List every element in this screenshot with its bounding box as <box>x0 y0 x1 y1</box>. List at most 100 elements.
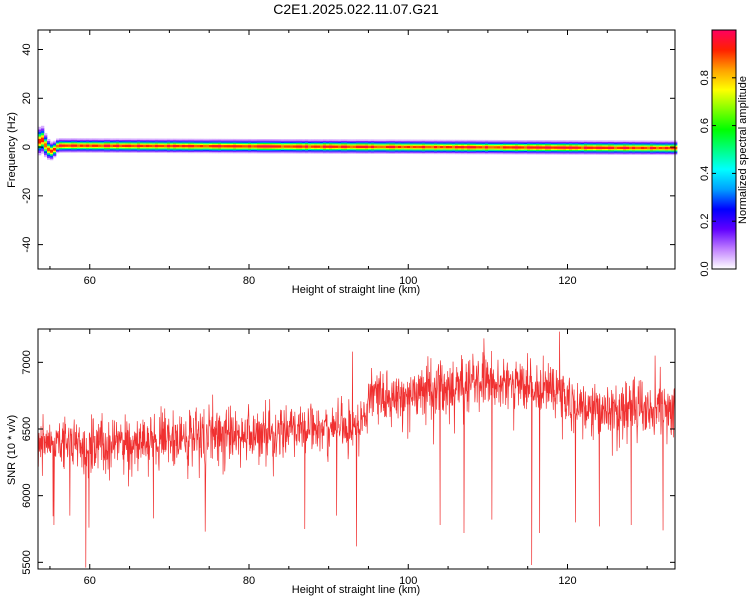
spectrogram-cell <box>65 138 69 140</box>
spectrogram-cell <box>182 138 186 141</box>
spectrogram-cell <box>125 143 129 145</box>
spectrogram-cell <box>161 144 165 147</box>
spectrogram-cell <box>548 140 552 142</box>
spectrogram-cell <box>659 151 663 153</box>
spectrogram-cell <box>518 141 522 143</box>
spectrogram-cell <box>596 147 600 149</box>
spectrogram-cell <box>266 148 270 150</box>
spectrogram-cell <box>593 141 597 144</box>
spectrogram-cell <box>113 138 117 140</box>
spectrogram-cell <box>665 150 669 152</box>
spectrogram-cell <box>326 139 330 141</box>
spectrogram-cell <box>416 139 420 142</box>
spectrogram-cell <box>536 151 540 154</box>
spectrogram-cell <box>65 144 69 146</box>
spectrogram-cell <box>365 152 369 154</box>
spectrogram-cell <box>392 145 396 147</box>
spectrogram-cell <box>482 151 486 154</box>
spectrogram-cell <box>173 142 177 144</box>
spectrogram-cell <box>341 142 345 145</box>
spectrogram-cell <box>422 147 426 150</box>
spectrogram-cell <box>632 153 636 155</box>
spectrogram-cell <box>131 149 135 151</box>
spectrogram-cell <box>401 141 405 144</box>
spectrogram-cell <box>239 142 243 144</box>
spectrogram-cell <box>224 149 228 151</box>
spectrogram-cell <box>560 151 564 154</box>
spectrogram-cell <box>623 140 627 143</box>
spectrogram-cell <box>80 148 84 151</box>
spectrogram-cell <box>284 144 288 147</box>
spectrogram-cell <box>59 139 63 141</box>
spectrogram-cell <box>662 142 666 145</box>
spectrogram-cell <box>74 142 78 145</box>
spectrogram-cell <box>260 147 264 149</box>
spectrogram-cell <box>239 151 243 154</box>
spectrogram-cell <box>626 145 630 147</box>
spectrogram-cell <box>341 152 345 154</box>
spectrogram-cell <box>656 153 660 156</box>
spectrogram-cell <box>239 138 243 141</box>
spectrogram-cell <box>446 146 450 149</box>
spectrogram-cell <box>65 151 69 153</box>
spectrogram-cell <box>230 144 234 147</box>
spectrogram-cell <box>629 152 633 154</box>
spectrogram-cell <box>641 147 645 150</box>
spectrogram-cell <box>563 151 567 154</box>
spectrogram-cell <box>479 144 483 147</box>
spectrogram-cell <box>509 143 513 146</box>
spectrogram-cell <box>356 149 360 152</box>
spectrogram-cell <box>299 143 303 146</box>
spectrogram-cell <box>137 144 141 146</box>
spectrogram-cell <box>491 148 495 150</box>
spectrogram-cell <box>188 145 192 148</box>
spectrogram-cell <box>653 144 657 146</box>
spectrogram-cell <box>305 146 309 148</box>
spectrogram-cell <box>413 152 417 155</box>
spectrogram-cell <box>389 144 393 146</box>
spectrogram-cell <box>263 144 267 147</box>
spectrogram-cell <box>512 145 516 148</box>
spectrogram-cell <box>65 149 69 152</box>
spectrogram-cell <box>161 140 165 143</box>
spectrogram-cell <box>89 146 93 149</box>
spectrogram-cell <box>74 148 78 151</box>
spectrogram-cell <box>149 138 153 141</box>
spectrogram-cell <box>212 144 216 147</box>
spectrogram-cell <box>278 150 282 153</box>
spectrogram-cell <box>557 146 561 148</box>
spectrogram-cell <box>140 140 144 143</box>
spectrogram-cell <box>443 152 447 155</box>
spectrogram-cell <box>332 141 336 144</box>
spectrogram-cell <box>407 151 411 153</box>
spectrogram-cell <box>329 145 333 147</box>
spectrogram-x-tick-label: 60 <box>84 275 96 287</box>
spectrogram-cell <box>374 149 378 152</box>
spectrogram-cell <box>62 140 66 143</box>
spectrogram-cell <box>194 149 198 151</box>
spectrogram-cell <box>221 151 225 154</box>
spectrogram-cell <box>116 138 120 140</box>
spectrogram-cell <box>302 150 306 153</box>
spectrogram-cell <box>413 145 417 148</box>
spectrogram-cell <box>308 150 312 153</box>
spectrogram-cell <box>344 140 348 143</box>
spectrogram-cell <box>224 150 228 153</box>
spectrogram-cell <box>623 145 627 147</box>
spectrogram-cell <box>368 141 372 144</box>
spectrogram-cell <box>98 141 102 144</box>
spectrogram-cell <box>533 143 537 146</box>
spectrogram-cell <box>515 142 519 144</box>
spectrogram-cell <box>614 141 618 144</box>
spectrogram-cell <box>548 143 552 146</box>
spectrogram-cell <box>119 150 123 152</box>
spectrogram-cell <box>452 144 456 147</box>
spectrogram-cell <box>581 142 585 145</box>
spectrogram-cell <box>437 143 441 145</box>
spectrogram-cell <box>386 141 390 144</box>
spectrogram-cell <box>395 150 399 152</box>
spectrogram-cell <box>587 142 591 145</box>
spectrogram-cell <box>191 139 195 142</box>
spectrogram-cell <box>359 147 363 150</box>
spectrogram-cell <box>584 152 588 154</box>
